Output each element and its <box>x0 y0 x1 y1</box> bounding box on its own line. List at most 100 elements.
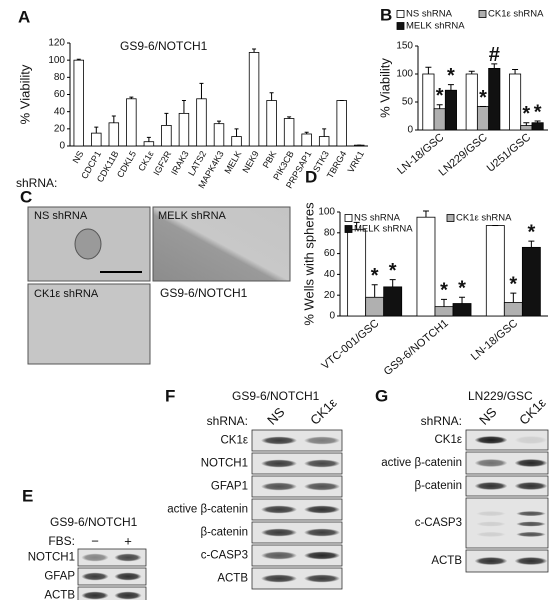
blot-band <box>261 574 297 583</box>
row-label: ACTB <box>217 573 248 585</box>
micrograph <box>27 283 151 365</box>
error-bar <box>129 96 134 99</box>
error-bar <box>353 221 360 230</box>
blot-band <box>304 482 340 491</box>
blot-band <box>304 505 340 514</box>
blot-band <box>476 521 506 527</box>
blot-band <box>474 436 508 444</box>
blot-band <box>261 436 297 445</box>
row-label: active β-catenin <box>167 504 248 516</box>
blot-band <box>474 482 508 490</box>
significance-mark: * <box>440 280 448 302</box>
y-tick-label: 100 <box>318 207 335 218</box>
y-tick-label: 80 <box>324 227 336 238</box>
error-bar <box>322 128 327 137</box>
blot-band <box>81 572 109 581</box>
blot-band <box>81 591 109 600</box>
error-bar <box>468 70 475 74</box>
error-bar <box>459 296 466 304</box>
lane-label: NS <box>264 404 288 428</box>
blot-band <box>514 557 548 565</box>
bar <box>365 296 385 317</box>
condition-label: shRNA: <box>421 414 462 428</box>
error-bar <box>217 120 221 124</box>
blot-band <box>516 511 546 517</box>
bar <box>73 59 84 147</box>
x-tick-label: VTC-001/GSC <box>319 317 381 372</box>
blot-strip <box>77 567 147 586</box>
error-bar <box>422 210 429 218</box>
lane-label: − <box>91 533 99 548</box>
blot-title: GS9-6/NOTCH1 <box>232 389 320 403</box>
row-label: ACTB <box>44 590 75 600</box>
y-tick-label: 20 <box>54 123 66 134</box>
error-bar <box>94 126 99 134</box>
error-bar <box>389 279 396 287</box>
blot-band <box>261 528 297 537</box>
blot-band <box>514 482 548 490</box>
significance-mark: * <box>527 221 535 243</box>
error-bar <box>534 120 541 123</box>
bar <box>108 122 120 147</box>
y-axis-label: % Viability <box>17 64 32 124</box>
significance-mark: * <box>534 101 542 123</box>
row-label: β-catenin <box>200 527 248 539</box>
chart-title: GS9-6/NOTCH1 <box>120 39 208 53</box>
error-bar <box>447 84 454 91</box>
bar <box>347 229 367 317</box>
significance-mark: * <box>389 260 397 282</box>
bar <box>178 112 190 147</box>
legend-label: NS shRNA <box>406 9 453 20</box>
error-bar <box>164 112 169 126</box>
y-tick-label: 80 <box>54 72 66 83</box>
blot-band <box>261 505 297 514</box>
blot-band <box>261 482 297 491</box>
y-tick-label: 60 <box>54 89 66 100</box>
error-bar <box>76 58 81 61</box>
y-tick-label: 40 <box>54 106 66 117</box>
bar <box>465 73 478 131</box>
error-bar <box>425 66 432 74</box>
legend-label: CK1ε shRNA <box>488 9 544 20</box>
row-label: ACTB <box>431 555 462 567</box>
legend-swatch <box>478 10 487 18</box>
bar <box>318 136 330 147</box>
y-tick-label: 0 <box>407 125 413 136</box>
y-tick-label: 40 <box>324 269 336 280</box>
significance-mark: * <box>522 103 530 125</box>
x-tick-label: LN-18/GSC <box>469 317 520 363</box>
bar <box>521 246 541 317</box>
panel-letter: E <box>22 486 33 505</box>
error-bar <box>512 69 519 74</box>
x-tick-label: U251/GSC <box>485 131 534 174</box>
y-axis-label: % Wells with spheres <box>301 202 316 326</box>
blot-strip <box>77 548 147 567</box>
bar <box>231 136 242 147</box>
x-tick-label: PBK <box>261 149 279 170</box>
row-label: CK1ε <box>435 434 463 446</box>
row-label: GFAP1 <box>211 481 248 493</box>
y-tick-label: 0 <box>59 141 65 152</box>
x-tick-label: MELK <box>222 149 243 175</box>
y-tick-label: 100 <box>48 55 65 66</box>
error-bar <box>304 131 309 134</box>
bar <box>383 286 403 317</box>
error-bar <box>436 104 443 109</box>
y-axis-label: % Viability <box>377 58 392 118</box>
blot-band <box>474 557 508 565</box>
y-tick-label: 120 <box>48 38 65 49</box>
bar <box>91 132 102 147</box>
bar <box>336 100 347 147</box>
error-bar <box>441 298 447 307</box>
bar <box>301 133 312 147</box>
blot-band <box>476 531 506 537</box>
blot-band <box>304 574 340 583</box>
blot-band <box>114 591 142 600</box>
legend-label: CK1ε shRNA <box>456 213 512 224</box>
error-bar <box>491 63 498 69</box>
row-label: β-catenin <box>414 480 462 492</box>
significance-mark: * <box>371 265 379 287</box>
panel-letter: G <box>375 386 388 405</box>
blot-band <box>304 551 340 560</box>
